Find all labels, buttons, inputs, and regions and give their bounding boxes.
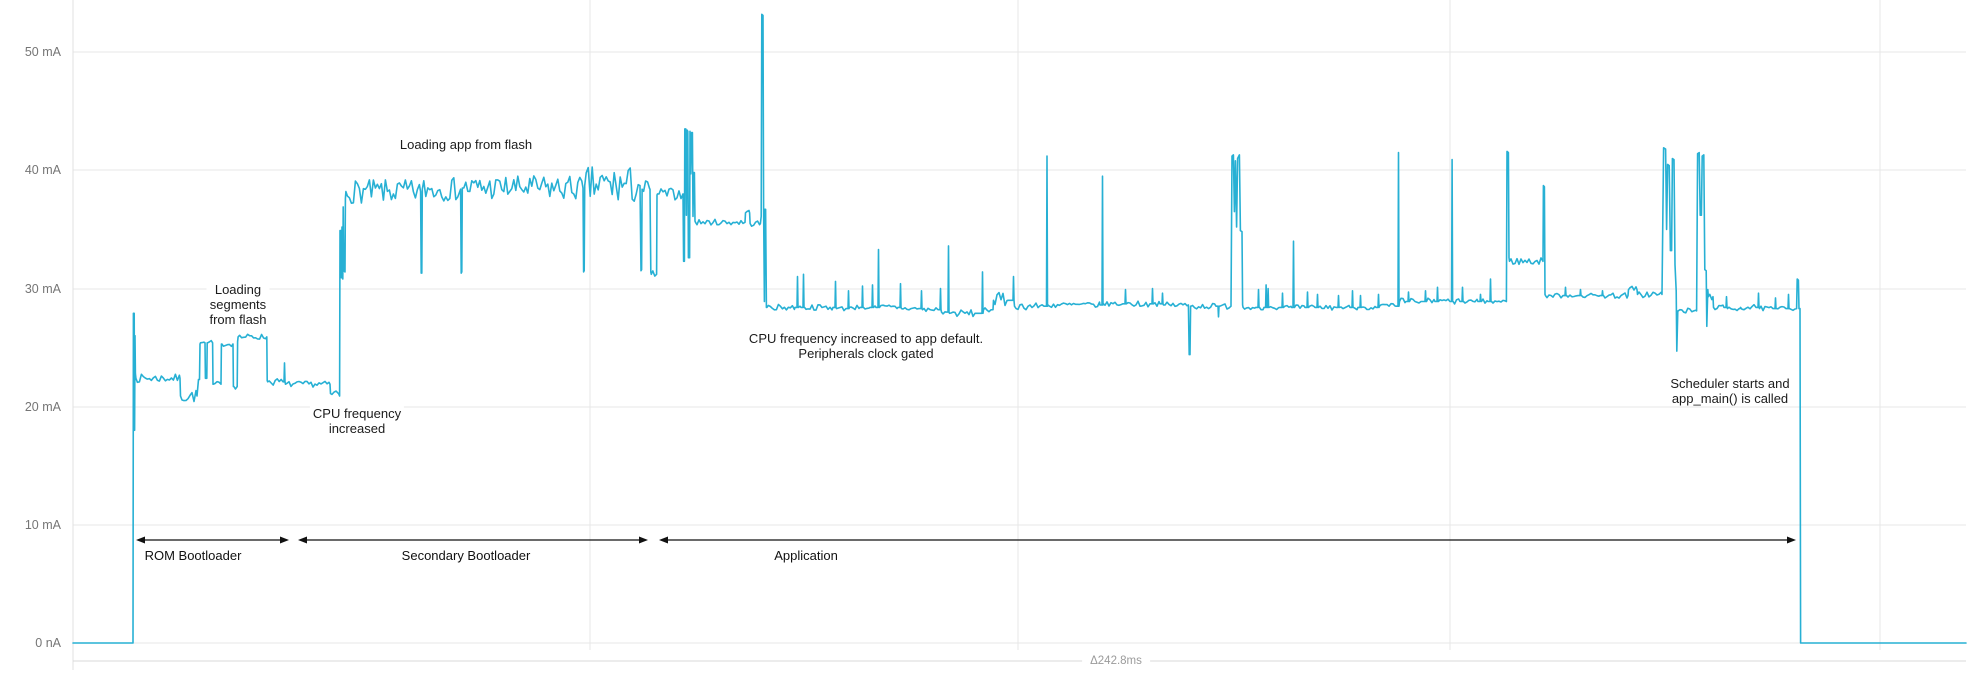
arrow-head-right	[1787, 536, 1796, 544]
annotation-line: app_main() is called	[1671, 391, 1789, 406]
annotation-line: CPU frequency	[312, 406, 402, 421]
annotation-line: Loading	[214, 282, 262, 297]
arrow-head-left	[659, 536, 668, 544]
arrow-head-left	[298, 536, 307, 544]
annotation-line: Loading app from flash	[399, 137, 533, 152]
current-trace	[72, 13, 1967, 644]
y-axis-tick-label: 10 mA	[24, 518, 61, 532]
annotation-line: Scheduler starts and	[1670, 376, 1790, 391]
annotation-line: increased	[328, 421, 386, 436]
y-axis-tick-label: 50 mA	[24, 45, 61, 59]
y-axis-tick-label: 30 mA	[24, 282, 61, 296]
annotation-loading-segments: Loading segments from flash	[206, 282, 270, 327]
annotation-scheduler-starts: Scheduler starts and app_main() is called	[1667, 376, 1793, 406]
y-axis-tick-label: 40 mA	[24, 163, 61, 177]
annotation-cpu-freq-app-default: CPU frequency increased to app default. P…	[745, 331, 987, 361]
annotation-line: Peripherals clock gated	[798, 346, 934, 361]
annotation-line: CPU frequency increased to app default.	[748, 331, 984, 346]
phase-label-application: Application	[774, 548, 838, 563]
arrow-head-right	[280, 536, 289, 544]
phase-label-rom-bootloader: ROM Bootloader	[144, 548, 242, 563]
annotation-line: segments	[209, 297, 267, 312]
delta-time-label: Δ242.8ms	[1082, 655, 1150, 667]
annotation-cpu-freq-increased: CPU frequency increased	[309, 406, 405, 436]
arrow-head-left	[136, 536, 145, 544]
annotation-line: from flash	[209, 312, 267, 327]
annotation-loading-app: Loading app from flash	[396, 137, 536, 152]
arrow-head-right	[639, 536, 648, 544]
y-axis-tick-label: 0 nA	[35, 636, 61, 650]
phase-label-secondary-bootloader: Secondary Bootloader	[401, 548, 531, 563]
y-axis-tick-label: 20 mA	[24, 400, 61, 414]
